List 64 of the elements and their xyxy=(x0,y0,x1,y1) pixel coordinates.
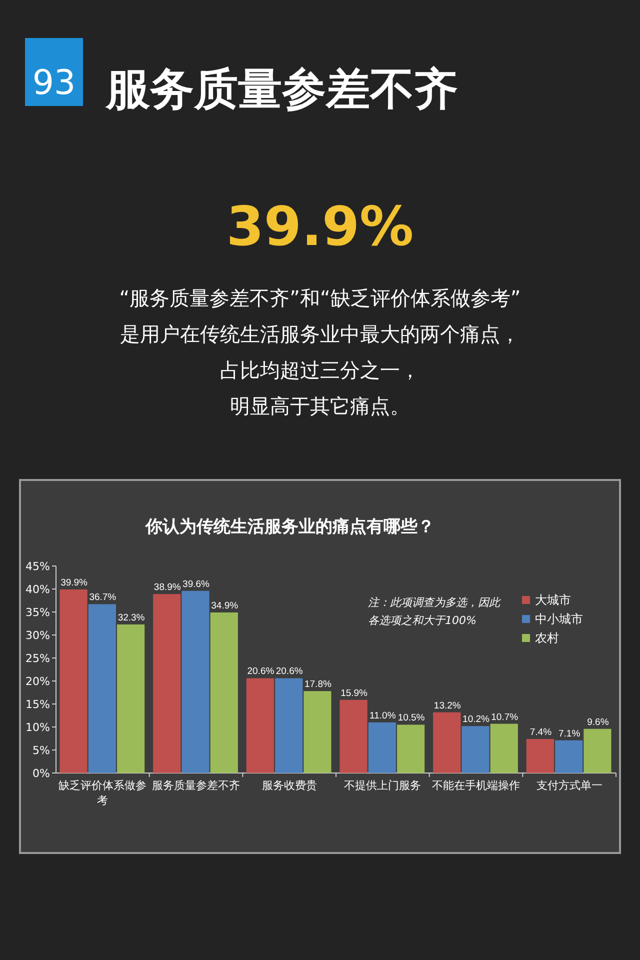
data-label: 20.6% xyxy=(247,666,275,678)
annotation: 注：此项调查为多选，因此各选项之和大于100% xyxy=(368,596,501,627)
bar xyxy=(116,624,145,773)
bar xyxy=(60,589,88,773)
bar xyxy=(584,728,612,773)
legend-label: 中小城市 xyxy=(535,612,583,626)
data-label: 15.9% xyxy=(340,688,368,699)
y-tick-label: 40% xyxy=(26,583,50,596)
y-tick-label: 30% xyxy=(26,629,50,642)
bar xyxy=(182,590,210,773)
bar xyxy=(462,726,490,773)
legend-label: 大城市 xyxy=(535,593,571,607)
bar xyxy=(368,722,396,773)
text: 93 xyxy=(32,63,76,103)
data-label: 7.1% xyxy=(558,728,581,740)
y-tick-label: 0% xyxy=(32,767,50,780)
data-label: 9.6% xyxy=(587,716,610,728)
data-label: 39.6% xyxy=(182,578,210,590)
bar xyxy=(246,678,274,773)
legend-label: 农村 xyxy=(535,631,559,645)
text: 占比均超过三分之一， xyxy=(220,358,420,382)
y-tick-label: 10% xyxy=(26,721,50,734)
data-label: 10.5% xyxy=(398,712,426,724)
text: 服务质量参差不齐 xyxy=(104,64,458,115)
data-label: 10.2% xyxy=(462,714,490,726)
y-tick-label: 25% xyxy=(26,652,50,665)
x-tick-label: 缺乏评价体系做参考 xyxy=(58,779,147,807)
data-label: 20.6% xyxy=(276,666,304,678)
text: “服务质量参差不齐”和“缺乏评价体系做参考” xyxy=(119,286,521,310)
data-label: 36.7% xyxy=(89,592,117,604)
data-label: 11.0% xyxy=(370,710,396,722)
x-tick-label: 不提供上门服务 xyxy=(344,779,422,792)
data-label: 7.4% xyxy=(530,726,552,738)
y-tick-label: 45% xyxy=(26,560,50,573)
bar xyxy=(555,740,583,773)
bar xyxy=(340,700,368,773)
data-label: 38.9% xyxy=(154,582,182,594)
bar xyxy=(210,612,238,773)
y-tick-label: 5% xyxy=(32,744,50,757)
x-tick-label: 服务质量参差不齐 xyxy=(152,779,240,792)
bar xyxy=(490,724,518,773)
data-label: 34.9% xyxy=(211,600,239,612)
y-tick-label: 35% xyxy=(26,606,50,619)
y-tick-label: 15% xyxy=(26,698,50,711)
bar xyxy=(304,691,332,773)
data-label: 32.3% xyxy=(118,612,146,624)
bar xyxy=(433,712,461,773)
bar xyxy=(526,738,554,773)
text: 39.9% xyxy=(226,195,414,258)
x-tick-label: 不能在手机端操作 xyxy=(432,779,520,792)
bar xyxy=(396,724,425,773)
x-tick-label: 服务收费贵 xyxy=(262,779,317,792)
data-label: 10.7% xyxy=(491,712,519,723)
data-label: 17.8% xyxy=(304,679,332,690)
x-tick-label: 支付方式单一 xyxy=(536,779,602,792)
y-tick-label: 20% xyxy=(26,675,50,688)
data-label: 39.9% xyxy=(60,577,88,588)
bar xyxy=(153,594,181,773)
chart-title: 你认为传统生活服务业的痛点有哪些？ xyxy=(144,517,434,537)
data-label: 13.2% xyxy=(434,700,462,712)
bar xyxy=(275,678,303,773)
text: 是用户在传统生活服务业中最大的两个痛点， xyxy=(120,322,520,346)
text: 明显高于其它痛点。 xyxy=(230,394,410,418)
bar xyxy=(88,604,116,773)
